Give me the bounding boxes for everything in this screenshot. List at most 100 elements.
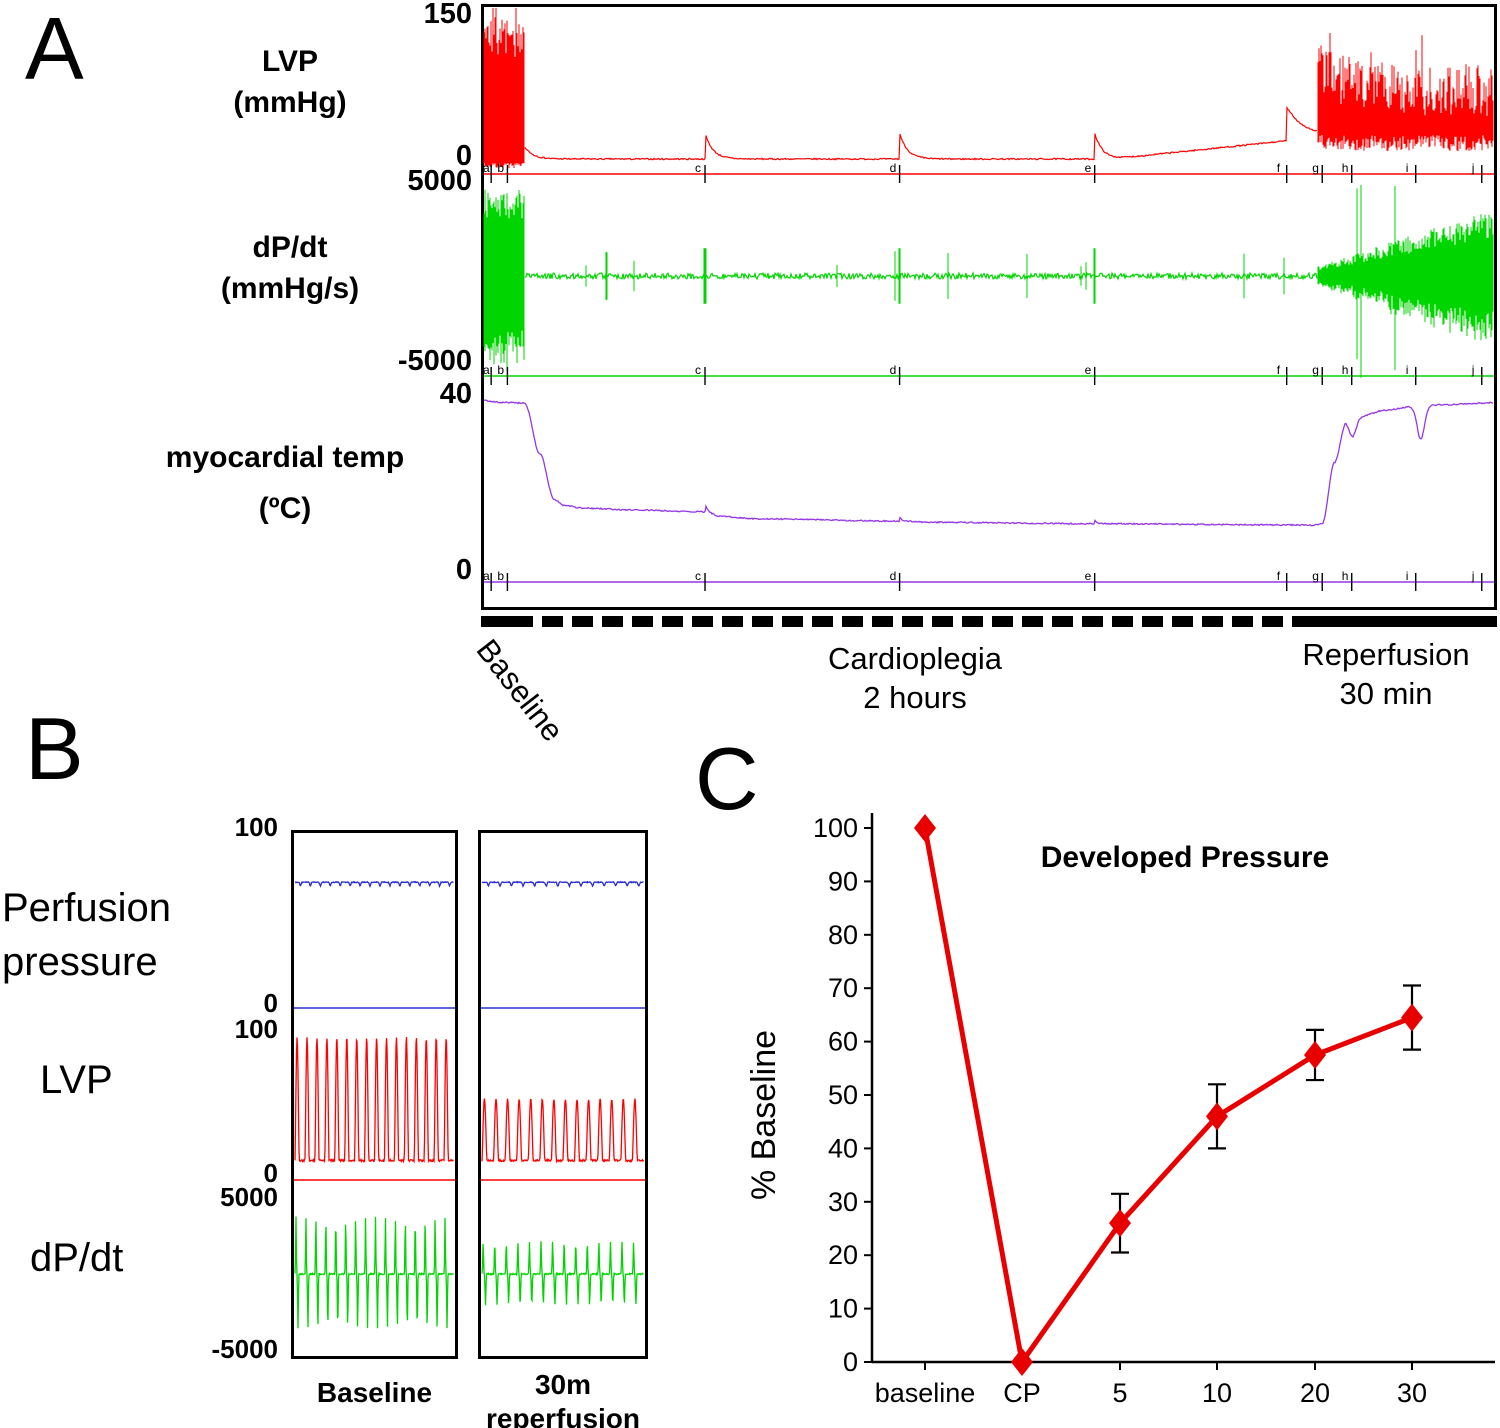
event-label-i: i [1406,363,1409,377]
event-label-j: j [1471,161,1475,175]
lvp-axis-title: LVP (mmHg) [185,42,395,123]
y-tick-label: 70 [828,973,858,1003]
dpdt-trace [294,1216,454,1329]
dpdt-axis-name: dP/dt [252,231,328,264]
reperfusion-col-line2: reperfusion [485,1402,641,1428]
data-line [922,827,1413,1365]
dpdt-bottom-tick: -5000 [397,345,472,377]
lvp-axis-name: LVP [261,45,319,78]
event-label-b: b [497,569,504,583]
pp-trace [294,880,454,889]
event-label-a: a [483,363,490,377]
chart-title: Developed Pressure [1041,841,1329,874]
event-label-e: e [1085,161,1092,175]
y-tick-label: 20 [828,1240,858,1270]
event-label-b: b [497,161,504,175]
y-tick-label: 30 [828,1187,858,1217]
b-tick-dpdt-5000: 5000 [220,1182,278,1212]
phase-label-reperfusion: Reperfusion 30 min [1270,636,1500,714]
x-tick-label: baseline [875,1378,976,1408]
cardioplegia-line1: Cardioplegia [827,641,1003,676]
event-label-d: d [890,161,897,175]
x-tick-label: 10 [1202,1378,1232,1408]
event-label-h: h [1342,363,1349,377]
marker-diamond [1304,1040,1326,1069]
phase-bar-dashed-1 [532,616,1305,627]
phase-bar-solid-0 [481,616,533,627]
b-tick-pp-0: 0 [263,988,278,1018]
x-tick-label: 20 [1300,1378,1330,1408]
reperfusion-col-line1: 30m [534,1369,592,1400]
y-axis-label: % Baseline [745,1030,783,1200]
x-tick-label: 30 [1397,1378,1427,1408]
panel-b-baseline-plot [291,830,458,1359]
y-tick-label: 10 [828,1294,858,1324]
event-label-j: j [1471,363,1475,377]
marker-diamond [1011,1348,1033,1376]
event-label-b: b [497,363,504,377]
lvp-trace [524,105,1317,161]
event-label-c: c [695,363,701,377]
panel-a-border [481,4,1497,610]
lvp-row-label: LVP [40,1058,113,1102]
temp-axis-unit: (ºC) [258,491,312,525]
y-tick-label: 90 [828,866,858,896]
event-label-f: f [1277,161,1281,175]
event-label-d: d [890,363,897,377]
event-label-h: h [1342,161,1349,175]
dpdt-top-tick: 5000 [407,165,472,197]
reperfusion-line2: 30 min [1339,675,1433,711]
event-label-g: g [1312,161,1319,175]
dpdt-axis-unit: (mmHg/s) [220,271,360,305]
event-label-i: i [1406,569,1409,583]
phase-label-baseline: Baseline [469,632,571,748]
marker-diamond [1206,1102,1228,1131]
lvp-axis-unit: (mmHg) [233,85,347,119]
temp-trace [483,399,1494,527]
event-label-c: c [695,569,701,583]
cardioplegia-line2: 2 hours [863,679,967,715]
marker-diamond [1109,1209,1131,1238]
y-tick-label: 50 [828,1080,858,1110]
marker-diamond [914,814,936,842]
lvp-trace-dense [483,8,1494,168]
dpdt-trace [524,271,1318,282]
reperfusion-line1: Reperfusion [1302,637,1470,672]
lvp-top-tick: 150 [423,0,472,30]
b-tick-pp-100: 100 [234,812,278,842]
event-label-a: a [483,161,490,175]
perfusion-label-line2: pressure [2,940,158,984]
event-label-h: h [1342,569,1349,583]
event-label-f: f [1277,363,1281,377]
lvp-trace [294,1037,454,1164]
panel-c-letter: C [695,729,759,828]
reperfusion-column-label: 30m reperfusion [470,1368,656,1428]
event-label-j: j [1471,569,1475,583]
panel-b-border [291,830,458,1359]
panel-b-border [478,830,648,1359]
y-tick-label: 40 [828,1133,858,1163]
y-tick-label: 0 [843,1347,858,1377]
event-label-e: e [1085,363,1092,377]
lvp-trace [481,1098,645,1164]
phase-timeline [481,616,1497,627]
panel-b-reperfusion-plot [478,830,648,1359]
panel-a-letter: A [25,0,84,98]
panel-c-chart: 0 10 20 30 40 50 60 70 80 90 100 baseline CP 5 10 20 30 D… [745,813,1495,1408]
event-label-g: g [1312,363,1319,377]
event-label-g: g [1312,569,1319,583]
dpdt-trace-dense [483,184,1494,378]
y-tick-label: 80 [828,920,858,950]
x-tick-label: 5 [1112,1378,1127,1408]
temp-axis-name: myocardial temp [165,441,405,474]
dpdt-trace [481,1241,644,1306]
baseline-column-label: Baseline [316,1377,433,1408]
lvp-bottom-tick: 0 [455,140,472,172]
pp-trace [481,880,644,889]
event-label-i: i [1406,161,1409,175]
y-tick-label: 100 [813,813,858,843]
b-tick-dpdt-neg5000: -5000 [211,1334,279,1364]
temp-bottom-tick: 0 [455,554,472,586]
dpdt-row-label: dP/dt [30,1236,124,1280]
temp-top-tick: 40 [439,378,472,410]
